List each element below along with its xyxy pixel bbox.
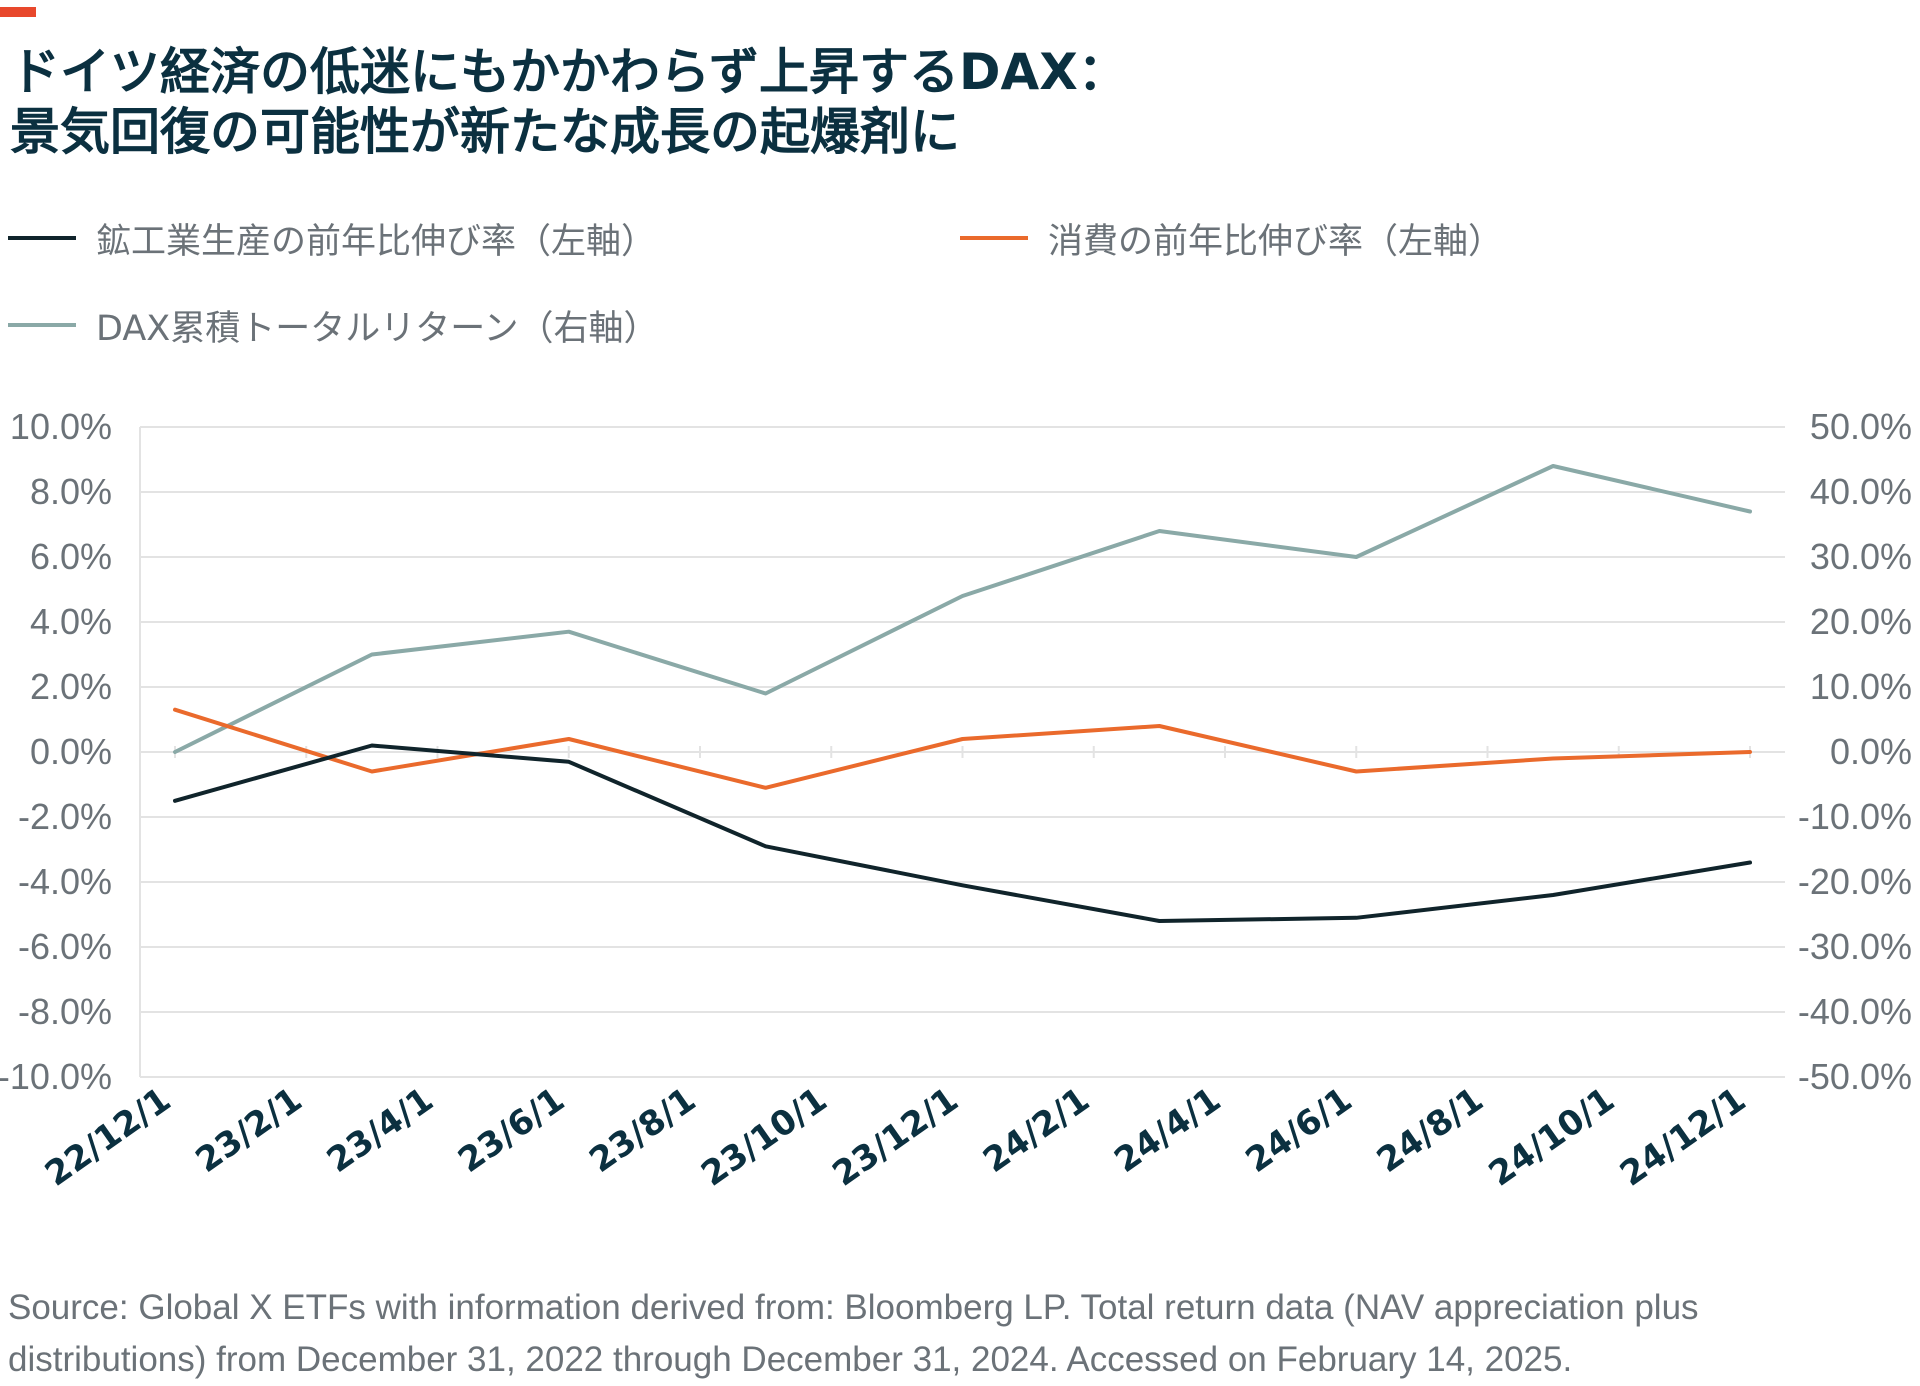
series-dax-line [175, 466, 1750, 752]
left-tick-label: 4.0% [30, 601, 112, 642]
title-line-2: 景気回復の可能性が新たな成長の起爆剤に [10, 102, 1128, 162]
right-tick-label: 40.0% [1810, 471, 1912, 512]
left-tick-label: -2.0% [18, 796, 112, 837]
right-tick-label: -50.0% [1798, 1056, 1912, 1097]
left-tick-label: -8.0% [18, 991, 112, 1032]
title-line-1: ドイツ経済の低迷にもかかわらず上昇するDAX： [10, 42, 1128, 102]
left-tick-label: 10.0% [10, 406, 112, 447]
legend-label-industrial: 鉱工業生産の前年比伸び率（左軸） [96, 213, 656, 264]
x-tick-label: 23/12/1 [825, 1080, 965, 1195]
x-tick-label: 23/10/1 [694, 1080, 834, 1195]
legend-label-dax: DAX累積トータルリターン（右軸） [96, 300, 659, 351]
legend-item-dax: DAX累積トータルリターン（右軸） [8, 300, 659, 350]
x-tick-label: 23/8/1 [582, 1080, 703, 1181]
x-tick-label: 24/2/1 [976, 1080, 1097, 1181]
right-tick-label: 10.0% [1810, 666, 1912, 707]
line-chart: 10.0% 8.0% 6.0% 4.0% 2.0% 0.0% -2.0% -4.0% -6.0%… [0, 380, 1920, 1260]
source-note: Source: Global X ETFs with information d… [8, 1282, 1888, 1386]
left-tick-label: -4.0% [18, 861, 112, 902]
chart-title: ドイツ経済の低迷にもかかわらず上昇するDAX： 景気回復の可能性が新たな成長の起… [10, 42, 1128, 162]
right-tick-label: 30.0% [1810, 536, 1912, 577]
x-tick-label: 24/12/1 [1613, 1080, 1753, 1195]
left-tick-label: 2.0% [30, 666, 112, 707]
right-tick-label: -10.0% [1798, 796, 1912, 837]
legend-swatch-dax [8, 323, 76, 327]
x-tick-label: 24/6/1 [1239, 1080, 1360, 1181]
right-tick-label: 20.0% [1810, 601, 1912, 642]
right-tick-label: -20.0% [1798, 861, 1912, 902]
legend-item-industrial: 鉱工業生産の前年比伸び率（左軸） [8, 213, 656, 263]
left-tick-label: -10.0% [0, 1056, 112, 1097]
x-tick-label: 23/4/1 [320, 1080, 441, 1181]
legend-label-consumption: 消費の前年比伸び率（左軸） [1048, 213, 1503, 264]
series-layer [175, 466, 1750, 921]
right-tick-label: -30.0% [1798, 926, 1912, 967]
x-tick-label: 23/6/1 [451, 1080, 572, 1181]
right-tick-label: 0.0% [1830, 731, 1912, 772]
right-axis: 50.0% 40.0% 30.0% 20.0% 10.0% 0.0% -10.0% -20.0… [1798, 406, 1912, 1097]
series-industrial-line [175, 746, 1750, 922]
legend-swatch-industrial [8, 236, 76, 240]
legend-item-consumption: 消費の前年比伸び率（左軸） [960, 213, 1503, 263]
legend-swatch-consumption [960, 236, 1028, 240]
x-tick-label: 24/4/1 [1107, 1080, 1228, 1181]
left-tick-label: 0.0% [30, 731, 112, 772]
x-tick-label: 23/2/1 [189, 1080, 310, 1181]
x-tick-label: 24/10/1 [1482, 1080, 1622, 1195]
right-tick-label: 50.0% [1810, 406, 1912, 447]
grid-layer [140, 427, 1785, 1077]
left-tick-label: 8.0% [30, 471, 112, 512]
left-axis: 10.0% 8.0% 6.0% 4.0% 2.0% 0.0% -2.0% -4.0% -6.0%… [0, 406, 112, 1097]
left-tick-label: 6.0% [30, 536, 112, 577]
accent-bar [0, 7, 36, 17]
x-tick-label: 24/8/1 [1370, 1080, 1491, 1181]
left-tick-label: -6.0% [18, 926, 112, 967]
right-tick-label: -40.0% [1798, 991, 1912, 1032]
